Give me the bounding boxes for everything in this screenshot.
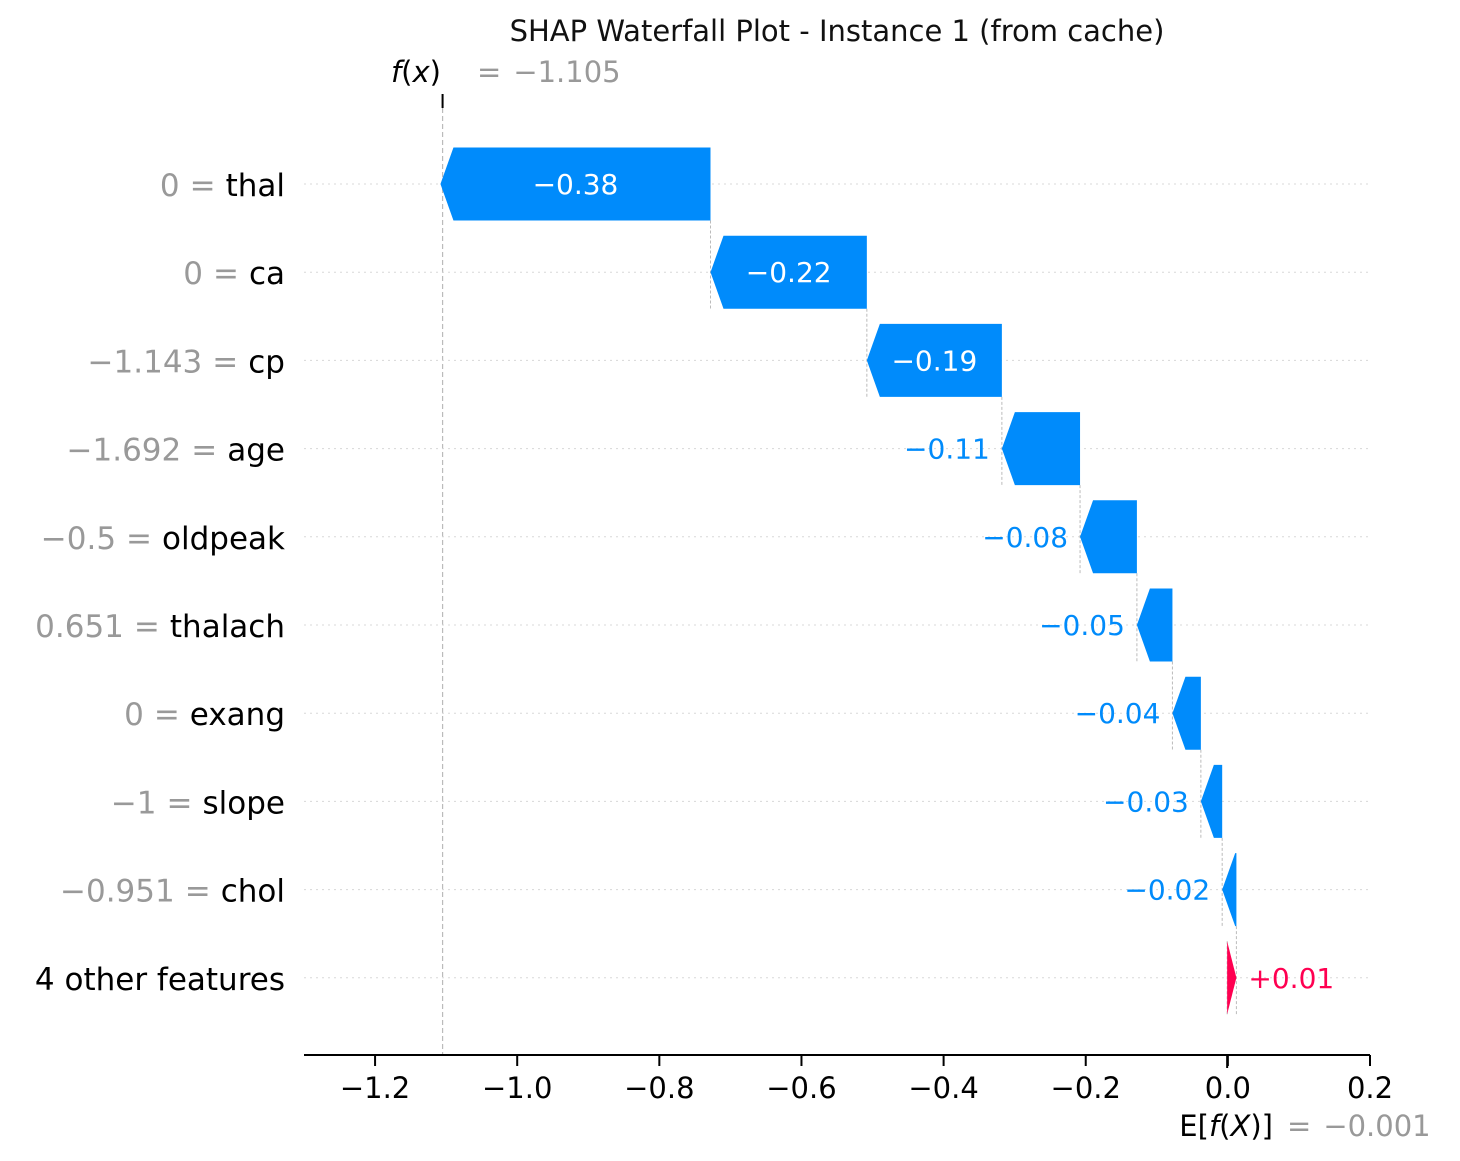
feature-label: −1.143 = cp xyxy=(88,344,285,380)
feature-label: 0 = thal xyxy=(160,168,285,204)
feature-label: 4 other features xyxy=(35,962,285,998)
waterfall-bar xyxy=(1200,764,1223,838)
feature-name: chol xyxy=(221,874,285,910)
feature-value: −1.692 xyxy=(67,433,182,469)
x-tick-label: −0.2 xyxy=(1051,1071,1121,1105)
x-tick-label: −1.2 xyxy=(340,1071,410,1105)
base-label-post: )] xyxy=(1250,1109,1273,1143)
svg-text:E[f(X)]: E[f(X)] xyxy=(1179,1109,1273,1143)
waterfall-bar xyxy=(1222,853,1237,927)
base-equals: = xyxy=(1287,1109,1311,1143)
bar-value-label: +0.01 xyxy=(1248,962,1334,995)
feature-name: thalach xyxy=(170,609,285,645)
feature-equals: = xyxy=(191,433,217,469)
feature-name: age xyxy=(227,433,285,469)
base-value-annotation: E[f(X)] = −0.001 xyxy=(1179,1055,1431,1143)
x-tick-label: −0.8 xyxy=(624,1071,694,1105)
feature-value: −0.951 xyxy=(60,874,175,910)
waterfall-bar xyxy=(440,147,711,221)
bars: −0.38 −0.22 −0.19 −0.11 −0.08 −0.05 −0.04 −0.03… xyxy=(440,147,1334,1015)
waterfall-bar xyxy=(1080,500,1137,574)
x-tick-label: −0.6 xyxy=(766,1071,836,1105)
feature-equals: = xyxy=(126,521,152,557)
feature-label: −0.5 = oldpeak xyxy=(41,521,285,557)
feature-equals: = xyxy=(185,874,211,910)
bar-value-label: −0.11 xyxy=(904,433,990,466)
svg-text:f(x): f(x) xyxy=(391,55,441,89)
fx-annotation: f(x) = −1.105 xyxy=(391,55,621,1055)
feature-label: −0.951 = chol xyxy=(60,874,285,910)
x-axis: −1.2 −1.0 −0.8 −0.6 −0.4 −0.2 0.0 0.2 xyxy=(304,1054,1393,1105)
feature-name: cp xyxy=(248,344,285,380)
feature-label: 0.651 = thalach xyxy=(35,609,285,645)
feature-value: −1 xyxy=(111,785,157,821)
bar-value-label: −0.22 xyxy=(746,256,832,289)
feature-label: −1.692 = age xyxy=(67,433,285,469)
feature-value: 0 xyxy=(124,697,144,733)
feature-name: oldpeak xyxy=(162,521,285,557)
x-tick-label: −0.4 xyxy=(908,1071,978,1105)
feature-equals: = xyxy=(167,785,193,821)
feature-name: 4 other features xyxy=(35,962,285,998)
feature-equals: = xyxy=(154,697,180,733)
feature-label: −1 = slope xyxy=(111,785,285,821)
feature-value: 0.651 xyxy=(35,609,124,645)
waterfall-bar xyxy=(1001,412,1081,486)
feature-equals: = xyxy=(213,256,239,292)
bar-value-label: −0.08 xyxy=(982,521,1068,554)
x-tick-label: 0.2 xyxy=(1347,1071,1393,1105)
feature-value: −1.143 xyxy=(88,344,203,380)
base-label-pre: E[ xyxy=(1179,1109,1209,1143)
feature-name: slope xyxy=(203,785,285,821)
feature-equals: = xyxy=(134,609,160,645)
feature-label: 0 = ca xyxy=(183,256,285,292)
chart-title: SHAP Waterfall Plot - Instance 1 (from c… xyxy=(510,14,1165,48)
feature-equals: = xyxy=(212,344,238,380)
bar-value-label: −0.05 xyxy=(1039,609,1125,642)
feature-equals: = xyxy=(190,168,216,204)
svg-text:=−0.001: = −0.001 xyxy=(1287,1109,1431,1143)
fx-label-arg: x xyxy=(412,55,431,89)
waterfall-bar xyxy=(1136,588,1173,662)
feature-value: −0.5 xyxy=(41,521,116,557)
feature-label: 0 = exang xyxy=(124,697,285,733)
x-tick-label: −1.0 xyxy=(482,1071,552,1105)
bar-value-label: −0.19 xyxy=(891,344,977,377)
x-tick-label: 0.0 xyxy=(1205,1071,1251,1105)
fx-equals: = xyxy=(477,55,501,89)
feature-value: 0 xyxy=(160,168,180,204)
feature-value: 0 xyxy=(183,256,203,292)
fx-value: −1.105 xyxy=(513,55,620,89)
bar-value-label: −0.04 xyxy=(1075,697,1161,730)
bar-value-label: −0.02 xyxy=(1124,874,1210,907)
waterfall-bar xyxy=(710,235,867,309)
bar-value-label: −0.38 xyxy=(533,168,619,201)
feature-name: thal xyxy=(226,168,285,204)
feature-name: ca xyxy=(249,256,285,292)
feature-name: exang xyxy=(190,697,285,733)
base-value: −0.001 xyxy=(1323,1109,1430,1143)
waterfall-bar xyxy=(866,323,1002,397)
waterfall-bar xyxy=(1227,941,1237,1015)
bar-value-label: −0.03 xyxy=(1103,785,1189,818)
svg-text:=−1.105: = −1.105 xyxy=(477,55,621,89)
waterfall-bar xyxy=(1172,676,1201,750)
base-label-arg: X xyxy=(1228,1109,1251,1143)
